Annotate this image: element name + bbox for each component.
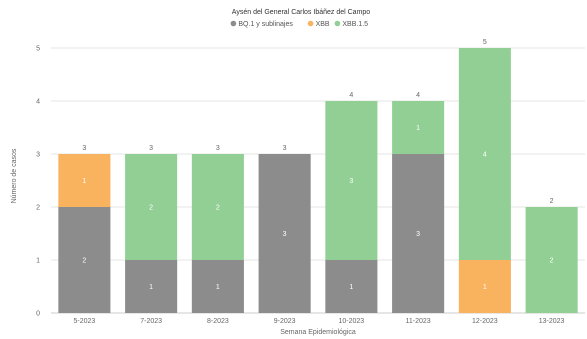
x-tick-label-9-2023: 9-2023: [274, 318, 296, 325]
x-tick-label-5-2023: 5-2023: [73, 318, 95, 325]
data-label-13-2023-series-2: 2: [550, 258, 554, 265]
legend-marker-1: [307, 20, 314, 27]
chart-title: Aysén del General Carlos Ibáñez del Camp…: [232, 9, 371, 16]
data-label-5-2023-series-0: 2: [82, 258, 86, 265]
bar-10-2023-series-2[interactable]: [325, 101, 378, 260]
bar-8-2023-series-0[interactable]: [191, 260, 244, 313]
y-tick-label-5: 5: [36, 46, 40, 53]
legend-item-1[interactable]: XBB: [316, 21, 330, 28]
x-tick-label-8-2023: 8-2023: [207, 318, 229, 325]
data-label-12-2023-series-1: 1: [483, 284, 487, 291]
x-axis-title: Semana Epidemiológica: [280, 329, 356, 336]
bar-7-2023-series-0[interactable]: [125, 260, 178, 313]
data-label-8-2023-series-2: 2: [216, 205, 220, 212]
x-tick-label-7-2023: 7-2023: [140, 318, 162, 325]
data-label-9-2023-series-0: 3: [283, 231, 287, 238]
y-tick-label-0: 0: [36, 311, 40, 318]
y-tick-label-2: 2: [36, 205, 40, 212]
data-label-7-2023-series-0: 1: [149, 284, 153, 291]
legend-item-0[interactable]: BQ.1 y sublinajes: [238, 21, 293, 28]
legend-marker-0: [230, 20, 237, 27]
total-label-10-2023: 4: [349, 92, 353, 99]
bar-11-2023-series-2[interactable]: [392, 101, 445, 154]
data-label-7-2023-series-2: 2: [149, 205, 153, 212]
bar-10-2023-series-0[interactable]: [325, 260, 378, 313]
data-label-11-2023-series-2: 1: [416, 125, 420, 132]
data-label-11-2023-series-0: 3: [416, 231, 420, 238]
bar-8-2023-series-2[interactable]: [191, 154, 244, 260]
x-axis-ticks: 5-2023 7-2023 8-2023 9-2023 10-2023 11-2023 12…: [73, 318, 564, 325]
total-label-13-2023: 2: [550, 198, 554, 205]
bar-7-2023-series-2[interactable]: [125, 154, 178, 260]
bar-5-2023-series-0[interactable]: [58, 207, 111, 313]
total-label-7-2023: 3: [149, 145, 153, 152]
y-tick-label-3: 3: [36, 152, 40, 159]
bar-5-2023-series-1[interactable]: [58, 154, 111, 207]
x-tick-label-13-2023: 13-2023: [539, 318, 565, 325]
data-label-10-2023-series-2: 3: [349, 178, 353, 185]
legend-marker-2: [334, 20, 341, 27]
bar-12-2023-series-2[interactable]: [458, 48, 511, 260]
bar-13-2023-series-2[interactable]: [525, 207, 578, 313]
data-label-12-2023-series-2: 4: [483, 152, 487, 159]
data-label-8-2023-series-0: 1: [216, 284, 220, 291]
data-label-10-2023-series-0: 1: [349, 284, 353, 291]
legend: BQ.1 y sublinajes XBB XBB.1.5: [230, 20, 368, 28]
bar-12-2023-series-1[interactable]: [458, 260, 511, 313]
bars: 2 1 3 1 2 3 1 2 3 3 3 1 3 4 3 1 4 1 4 5 2 2: [58, 39, 578, 313]
total-label-11-2023: 4: [416, 92, 420, 99]
y-tick-label-4: 4: [36, 99, 40, 106]
data-label-5-2023-series-1: 1: [82, 178, 86, 185]
legend-item-2[interactable]: XBB.1.5: [342, 21, 368, 28]
total-label-9-2023: 3: [283, 145, 287, 152]
bar-9-2023-series-0[interactable]: [258, 154, 311, 313]
total-label-8-2023: 3: [216, 145, 220, 152]
y-axis-title: Número de casos: [11, 148, 18, 203]
x-tick-label-11-2023: 11-2023: [406, 318, 431, 325]
total-label-5-2023: 3: [82, 145, 86, 152]
x-tick-label-10-2023: 10-2023: [339, 318, 365, 325]
y-axis-ticks: 0 1 2 3 4 5: [36, 46, 40, 318]
total-label-12-2023: 5: [483, 39, 487, 46]
y-tick-label-1: 1: [36, 258, 40, 265]
x-tick-label-12-2023: 12-2023: [472, 318, 498, 325]
bar-11-2023-series-0[interactable]: [392, 154, 445, 313]
